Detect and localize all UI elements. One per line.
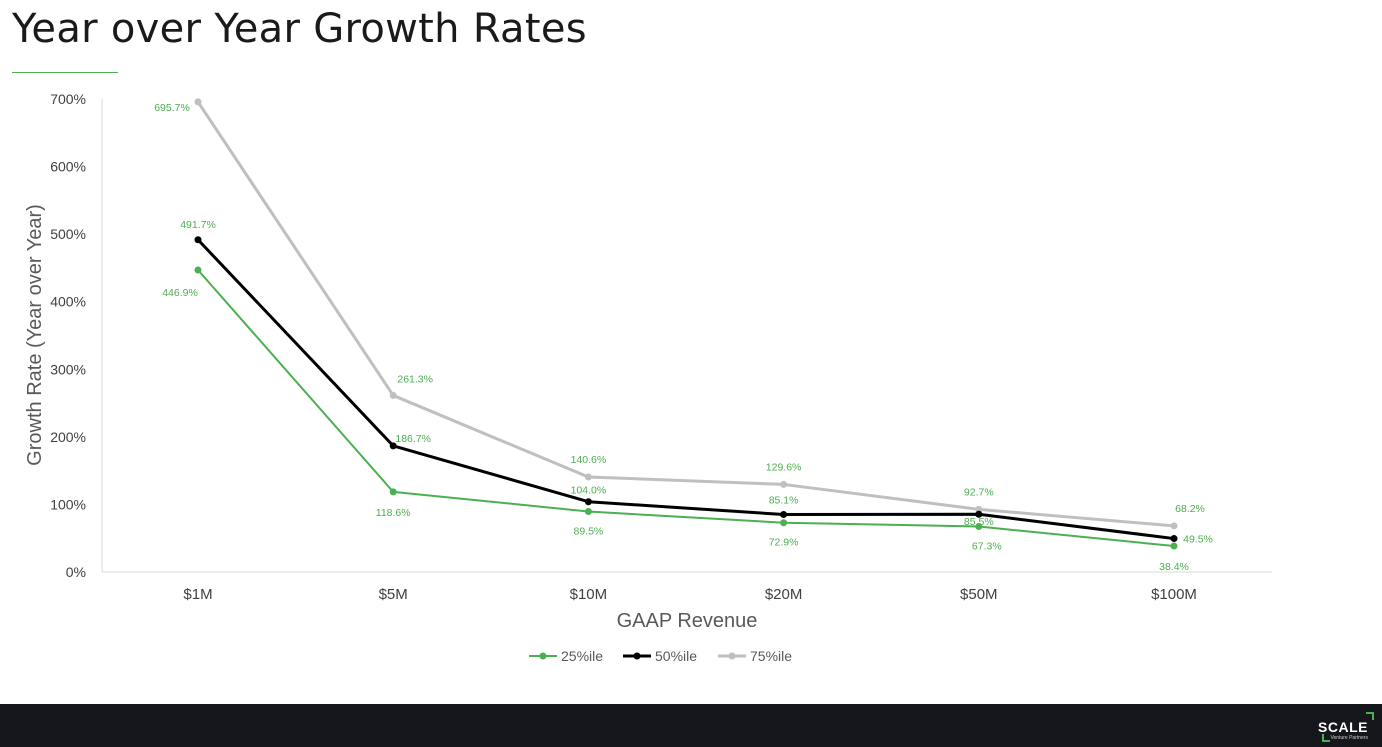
data-label: 140.6% — [571, 454, 607, 466]
data-point — [194, 98, 202, 106]
data-point — [780, 510, 788, 518]
logo-corner-bottom-left — [1322, 734, 1330, 742]
data-label: 89.5% — [574, 526, 604, 538]
data-label: 129.6% — [766, 461, 802, 473]
legend-marker — [728, 652, 736, 660]
data-label: 491.7% — [180, 219, 216, 231]
data-point — [780, 480, 788, 488]
data-label: 695.7% — [154, 102, 190, 114]
x-tick-label: $1M — [183, 586, 212, 603]
data-label: 38.4% — [1159, 561, 1189, 573]
logo-subtext: Venture Partners — [1330, 735, 1368, 741]
logo-corner-top-right — [1366, 712, 1374, 720]
legend-marker — [633, 652, 641, 660]
data-label: 92.7% — [964, 486, 994, 498]
y-tick-label: 300% — [50, 361, 86, 377]
data-point — [389, 442, 397, 450]
x-axis-title: GAAP Revenue — [617, 610, 758, 632]
y-tick-label: 0% — [66, 564, 86, 580]
y-tick-label: 100% — [50, 496, 86, 512]
data-point — [1170, 542, 1178, 550]
data-point — [975, 510, 983, 518]
data-label: 72.9% — [769, 537, 799, 549]
data-label: 104.0% — [571, 485, 607, 497]
scale-logo: SCALE Venture Partners — [1318, 712, 1374, 742]
x-tick-label: $5M — [379, 586, 408, 603]
data-point — [780, 519, 788, 527]
data-label: 186.7% — [395, 433, 431, 445]
data-label: 49.5% — [1183, 534, 1213, 546]
data-label: 261.3% — [397, 373, 433, 385]
data-point — [194, 236, 202, 244]
data-point — [584, 498, 592, 506]
data-point — [584, 473, 592, 481]
series-line-25pctile — [197, 269, 1175, 548]
data-point — [975, 505, 983, 513]
series-line-50pctile — [196, 238, 1175, 541]
data-point — [389, 391, 397, 399]
y-tick-label: 700% — [50, 91, 86, 107]
data-label: 118.6% — [376, 507, 411, 519]
data-label: 446.9% — [162, 287, 198, 299]
y-tick-label: 400% — [50, 294, 86, 310]
data-point — [975, 523, 983, 531]
data-label: 68.2% — [1175, 503, 1205, 515]
footer-bar: SCALE Venture Partners — [0, 704, 1382, 747]
data-point — [389, 488, 397, 496]
y-tick-label: 600% — [50, 159, 86, 175]
legend-marker — [539, 652, 547, 660]
y-axis-title: Growth Rate (Year over Year) — [24, 204, 46, 466]
legend-label: 50%ile — [655, 648, 697, 664]
logo-text: SCALE — [1318, 719, 1368, 735]
data-label: 85.5% — [964, 516, 994, 528]
x-tick-label: $20M — [765, 586, 803, 603]
data-label: 67.3% — [972, 541, 1002, 553]
x-tick-label: $50M — [960, 586, 998, 603]
x-tick-label: $100M — [1151, 586, 1197, 603]
page-title: Year over Year Growth Rates — [12, 6, 587, 52]
growth-rate-chart: 0% 100% 200% 300% 400% 500% 600% 700% $1M $5M $10M… — [24, 91, 1272, 664]
title-underline — [12, 72, 118, 73]
x-tick-label: $10M — [570, 586, 608, 603]
legend-label: 75%ile — [750, 648, 792, 664]
data-point — [1170, 535, 1178, 543]
y-tick-label: 200% — [50, 429, 86, 445]
data-label: 85.1% — [769, 494, 799, 506]
data-point — [194, 266, 202, 274]
data-point — [584, 508, 592, 516]
legend-label: 25%ile — [561, 648, 603, 664]
data-point — [1170, 522, 1178, 530]
series-line-75pctile — [196, 101, 1175, 528]
y-tick-label: 500% — [50, 226, 86, 242]
